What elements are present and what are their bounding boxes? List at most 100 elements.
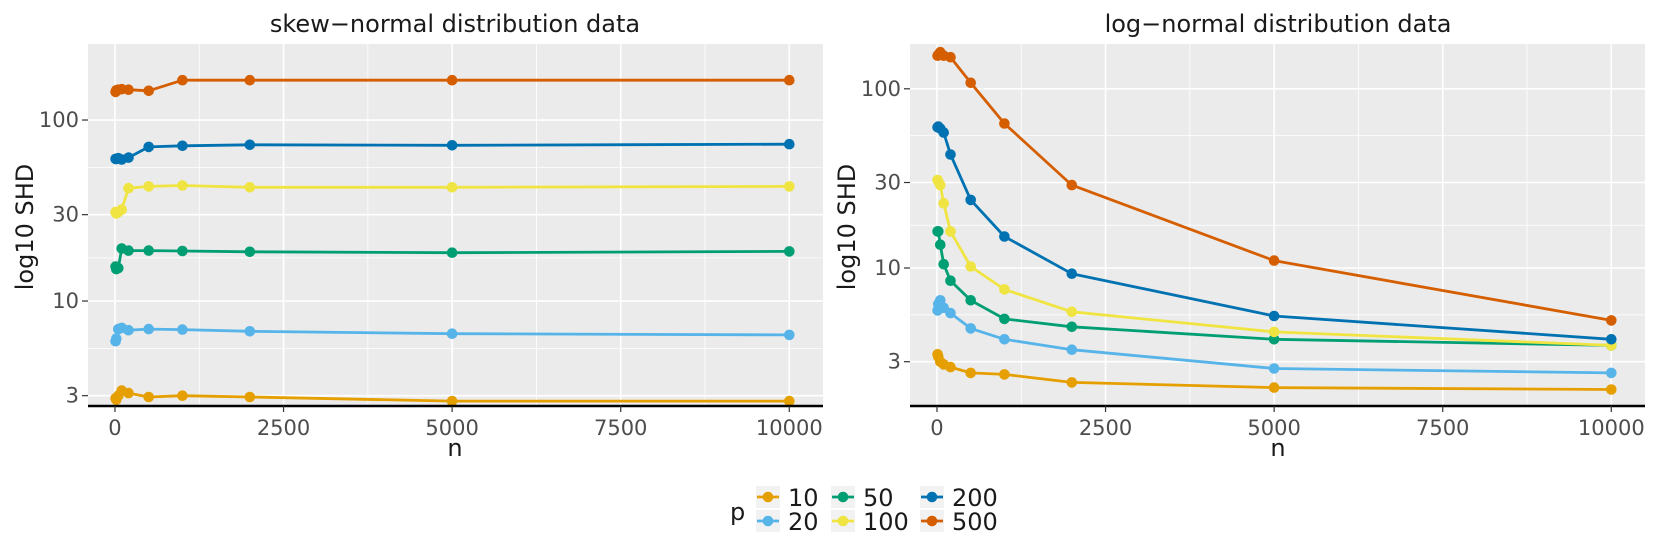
panel-skew-normal: skew−normal distribution data 0 2500 5000 7… [11,10,823,462]
data-point-p200 [965,194,976,206]
legend-label-p500: 500 [952,508,998,536]
data-point-p200 [143,141,154,153]
legend-key-dot [926,515,938,527]
data-point-p50 [244,246,256,258]
x-tick-label: 5000 [425,416,478,440]
x-tick-label: 5000 [1247,416,1300,440]
legend-label-p10: 10 [788,484,819,512]
y-tick-label: 100 [39,108,79,132]
data-point-p20 [945,307,956,319]
data-point-p100 [784,181,795,192]
data-point-p10 [1606,384,1617,395]
data-point-p20 [965,323,976,334]
data-point-p50 [938,258,949,270]
data-point-p20 [784,329,795,341]
data-point-p50 [143,245,154,256]
data-point-p100 [123,182,134,194]
y-tick-label: 30 [52,203,79,227]
data-point-p20 [143,323,154,335]
data-point-p500 [784,74,795,86]
y-tick-label: 100 [861,77,901,101]
legend-key-dot [837,491,849,503]
data-point-p20 [1606,367,1617,379]
data-point-p200 [1066,268,1078,280]
data-point-p500 [244,74,256,86]
data-point-p500 [446,74,458,86]
data-point-p10 [945,361,956,373]
data-point-p10 [1066,377,1078,388]
y-axis-label-log-normal: log10 SHD [833,164,861,291]
data-point-p50 [446,247,458,258]
data-point-p500 [123,84,134,95]
x-axis-label-log-normal: n [1270,434,1285,462]
data-point-p500 [1268,255,1280,266]
y-tick-label: 30 [874,171,901,195]
data-point-p100 [116,204,127,215]
data-point-p500 [143,85,154,97]
data-point-p50 [177,245,188,257]
x-tick-label: 10000 [1578,416,1645,440]
series-skew-normal [110,74,795,407]
data-point-p20 [123,324,134,336]
ticks-skew-normal: 0 2500 5000 7500 10000 3 10 30 100 [39,108,823,440]
data-point-p500 [999,118,1010,129]
data-point-p100 [1268,326,1280,338]
data-point-p20 [1268,363,1280,374]
data-point-p50 [965,295,976,306]
series-log-normal [932,46,1617,395]
data-point-p50 [1268,334,1280,345]
data-point-p10 [784,395,795,407]
data-point-p200 [123,152,134,163]
data-point-p100 [446,182,458,193]
data-point-p10 [177,390,188,402]
legend-label-p100: 100 [863,508,909,536]
data-point-p200 [945,149,956,160]
data-point-p10 [999,369,1010,380]
data-point-p20 [111,333,122,344]
data-point-p500 [1606,315,1617,326]
data-point-p100 [143,181,154,192]
data-point-p20 [1066,344,1078,356]
data-point-p10 [446,395,458,407]
grid-skew-normal [88,44,823,406]
legend-title: p [730,498,745,526]
data-point-p100 [244,182,256,193]
data-point-p500 [945,51,956,63]
legend-label-p50: 50 [863,484,894,512]
data-point-p10 [123,387,134,399]
x-tick-label: 0 [930,416,943,440]
data-point-p20 [244,326,256,337]
legend-label-p20: 20 [788,508,819,536]
grid-log-normal [910,44,1645,406]
y-tick-label: 10 [52,289,79,313]
x-tick-label: 10000 [756,416,823,440]
data-point-p50 [1066,321,1078,333]
data-point-p500 [1066,179,1078,191]
data-point-p10 [1268,382,1280,393]
legend-key-dot [762,491,774,503]
legend-key-dot [762,515,774,527]
data-point-p50 [784,246,795,257]
data-point-p100 [1066,306,1078,318]
data-point-p20 [446,328,458,340]
data-point-p200 [177,140,188,152]
data-point-p500 [177,74,188,86]
data-point-p100 [965,261,976,272]
chart-title-skew-normal: skew−normal distribution data [270,10,640,38]
ticks-log-normal: 0 2500 5000 7500 10000 3 10 30 100 [861,77,1645,440]
data-point-p200 [244,139,256,151]
data-point-p200 [938,127,949,138]
data-point-p50 [123,245,134,256]
data-point-p500 [965,77,976,89]
data-point-p200 [446,140,458,151]
x-tick-label: 2500 [1079,416,1132,440]
legend-key-dot [926,491,938,503]
y-tick-label: 3 [888,350,901,374]
y-tick-label: 3 [66,384,79,408]
legend-key-dot [837,515,849,527]
x-tick-label: 7500 [1416,416,1469,440]
y-axis-label-skew-normal: log10 SHD [11,164,39,291]
